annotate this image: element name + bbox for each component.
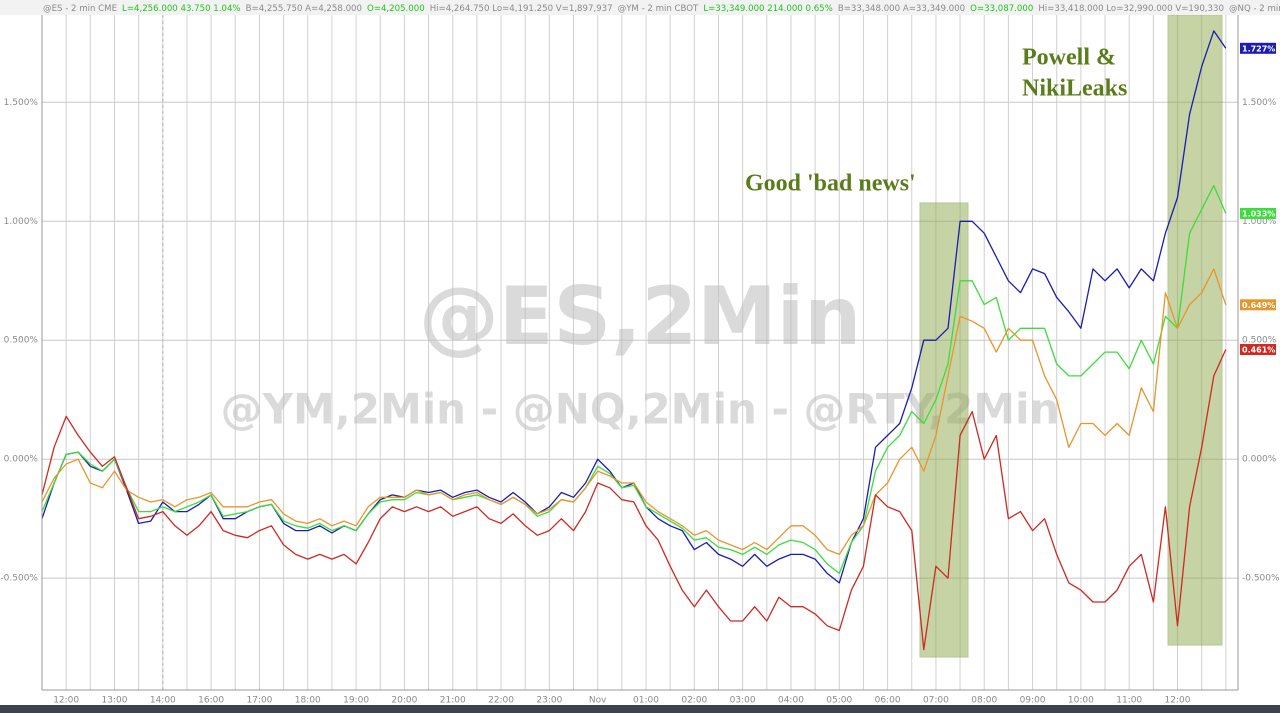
header-segment: B=33,348.000 A=33,349.000 [838, 4, 965, 14]
y-tick-label: 0.500% [4, 336, 39, 346]
x-tick-label: 07:00 [923, 696, 949, 706]
end-label: 1.727% [1242, 44, 1275, 53]
y-tick-label-right: 1.500% [1242, 98, 1277, 108]
grid [42, 15, 1238, 690]
y-tick-label: 1.000% [4, 217, 39, 227]
x-tick-label: 22:00 [488, 696, 514, 706]
footer-bar [0, 705, 1280, 713]
y-tick-label-right: 0.500% [1242, 336, 1277, 346]
header-segment: @ES - 2 min CME [43, 4, 117, 14]
y-tick-label: 0.000% [4, 455, 39, 465]
x-tick-label: 08:00 [971, 696, 997, 706]
annotation: Powell & [1022, 45, 1116, 71]
end-label-box [1240, 299, 1276, 311]
x-tick-label: 13:00 [102, 696, 128, 706]
x-tick-label: 11:00 [1116, 696, 1142, 706]
highlight-band [1167, 14, 1223, 646]
end-label: 1.033% [1242, 209, 1275, 218]
x-tick-label: 19:00 [343, 696, 369, 706]
header-segment: O=33,087.000 [970, 4, 1033, 14]
series-line [41, 268, 1227, 556]
y-tick-label: 1.500% [4, 98, 39, 108]
y-tick-label-right: 1.000% [1242, 217, 1277, 227]
x-tick-label: 01:00 [633, 696, 659, 706]
x-tick-label: 04:00 [778, 696, 804, 706]
annotation: NikiLeaks [1022, 76, 1127, 102]
y-tick-label: -0.500% [0, 574, 38, 584]
x-tick-label: 06:00 [875, 696, 901, 706]
x-tick-label: 20:00 [391, 696, 417, 706]
end-label: 0.649% [1242, 301, 1275, 310]
x-tick-label: 03:00 [730, 696, 756, 706]
header-segment: Hi=33,418.000 Lo=32,990.000 V=190,330 [1038, 4, 1224, 14]
x-tick-label: 23:00 [536, 696, 562, 706]
series-line [41, 349, 1227, 651]
x-tick-label: 17:00 [246, 696, 272, 706]
x-tick-label: 05:00 [826, 696, 852, 706]
header-segment: @NQ - 2 min CME L= [1229, 4, 1280, 14]
end-label-box [1240, 344, 1276, 356]
y-tick-label-right: -0.500% [1242, 574, 1280, 584]
header-segment: L=33,349.000 214.000 0.65% [703, 4, 833, 14]
x-tick-label: Nov [589, 696, 607, 706]
x-tick-label: 02:00 [681, 696, 707, 706]
highlight-band [919, 202, 969, 658]
x-tick-label: 12:00 [53, 696, 79, 706]
y-tick-label-right: 0.000% [1242, 455, 1277, 465]
x-tick-label: 21:00 [440, 696, 466, 706]
header-segment: Hi=4,264.750 Lo=4,191.250 V=1,897,937 [430, 4, 613, 14]
header-segment: @YM - 2 min CBOT [618, 4, 699, 14]
header-quotes: @ES - 2 min CME L=4,256.000 43.750 1.04% B… [43, 4, 1280, 14]
x-tick-label: 16:00 [198, 696, 224, 706]
lines [41, 30, 1227, 651]
end-label: 0.461% [1242, 346, 1275, 355]
series-line [41, 184, 1227, 575]
x-tick-label: 10:00 [1068, 696, 1094, 706]
x-tick-label: 09:00 [1020, 696, 1046, 706]
x-tick-label: 12:00 [1165, 696, 1191, 706]
annotation: Good 'bad news' [745, 171, 916, 197]
header-segment: L=4,256.000 43.750 1.04% [122, 4, 241, 14]
header-segment: B=4,255.750 A=4,258.000 [246, 4, 362, 14]
header-bar [0, 0, 1280, 15]
end-label-box [1240, 42, 1276, 54]
end-label-box [1240, 207, 1276, 219]
x-tick-label: 18:00 [295, 696, 321, 706]
x-tick-label: 14:00 [150, 696, 176, 706]
watermark: @ES,2Min [419, 270, 861, 363]
header-segment: O=4,205.000 [367, 4, 425, 14]
